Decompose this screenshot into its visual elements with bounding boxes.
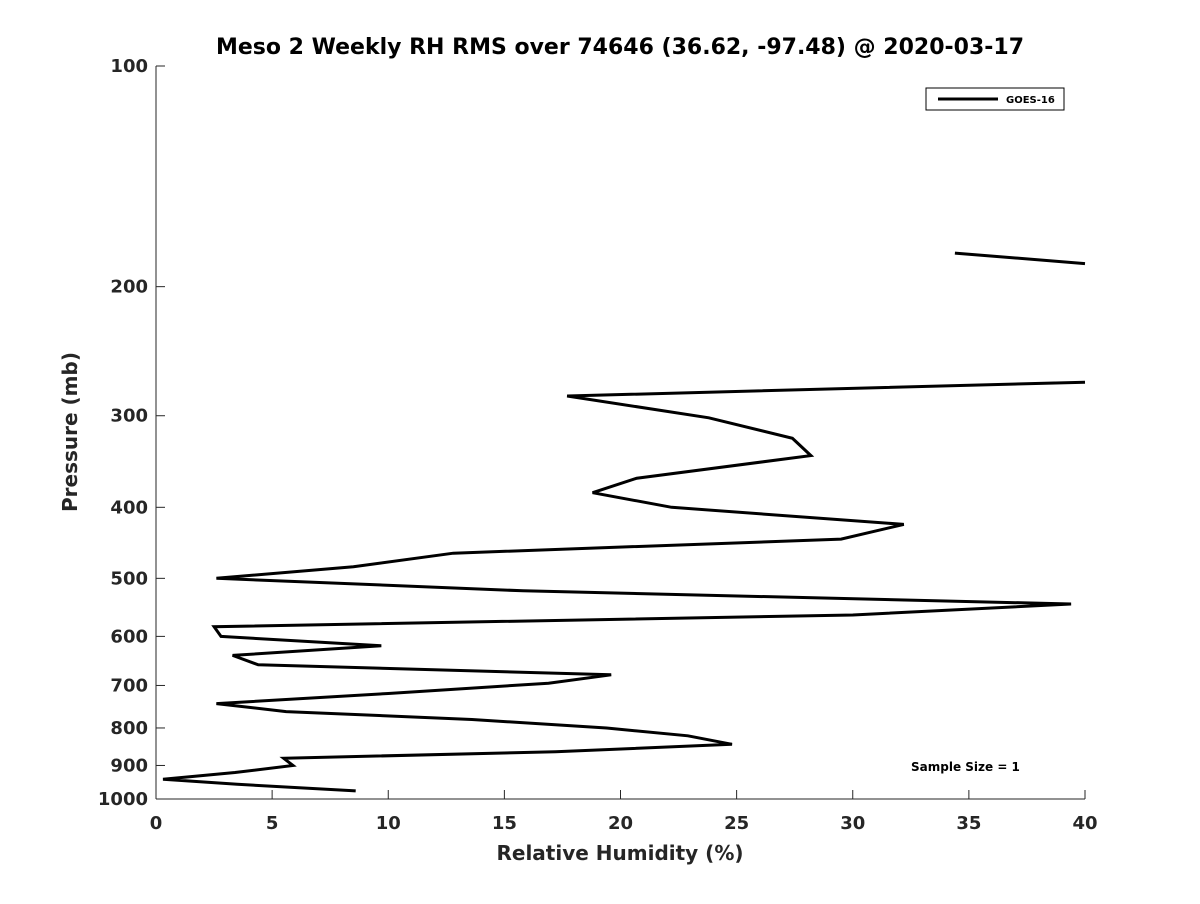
x-axis-label: Relative Humidity (%) — [496, 841, 743, 865]
x-tick-label-30: 30 — [840, 813, 865, 834]
y-tick-label-100: 100 — [110, 56, 148, 77]
y-axis-label: Pressure (mb) — [58, 352, 82, 512]
y-tick-label-300: 300 — [110, 406, 148, 427]
y-tick-label-600: 600 — [110, 626, 148, 647]
series-goes-16-line-segment-2 — [162, 380, 1086, 793]
legend: GOES-16 — [925, 87, 1065, 111]
series-goes-16-line-segment-1 — [954, 251, 1086, 266]
x-tick-label-40: 40 — [1072, 813, 1097, 834]
legend-label-goes-16: GOES-16 — [1006, 95, 1055, 106]
x-tick-label-25: 25 — [724, 813, 749, 834]
y-tick-label-700: 700 — [110, 675, 148, 696]
x-tick-label-10: 10 — [376, 813, 401, 834]
x-tick-label-20: 20 — [608, 813, 633, 834]
sample-size-annotation: Sample Size = 1 — [911, 760, 1020, 774]
x-tick-label-5: 5 — [266, 813, 279, 834]
series-layer — [162, 251, 1086, 793]
y-tick-label-400: 400 — [110, 497, 148, 518]
y-axis-ticks: 100 200 300 400 500 600 700 800 900 1000 — [98, 56, 165, 810]
y-tick-label-200: 200 — [110, 277, 148, 298]
y-tick-label-500: 500 — [110, 568, 148, 589]
y-tick-label-1000: 1000 — [98, 789, 148, 810]
y-tick-label-800: 800 — [110, 718, 148, 739]
x-tick-label-35: 35 — [956, 813, 981, 834]
x-tick-label-15: 15 — [492, 813, 517, 834]
chart-title: Meso 2 Weekly RH RMS over 74646 (36.62, … — [216, 35, 1024, 60]
y-tick-label-900: 900 — [110, 755, 148, 776]
x-axis-ticks: 0 5 10 15 20 25 30 35 40 — [150, 790, 1098, 834]
x-tick-label-0: 0 — [150, 813, 163, 834]
plot-frame — [155, 66, 1085, 800]
